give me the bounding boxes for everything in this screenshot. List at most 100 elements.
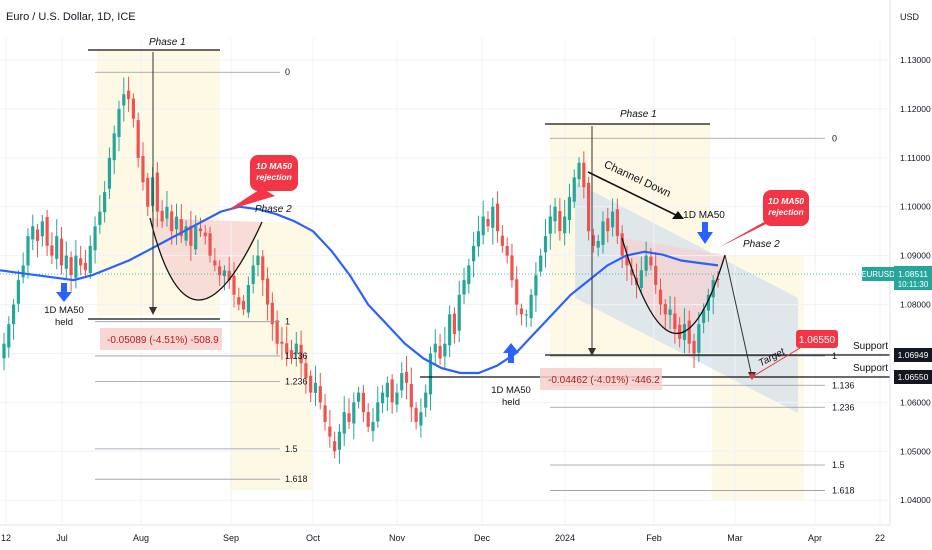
bowl-left <box>150 218 262 301</box>
candle-body <box>706 294 711 311</box>
candle-body <box>357 392 361 402</box>
candle-body <box>539 255 543 272</box>
candle-body <box>117 108 121 137</box>
candle-body <box>256 255 260 266</box>
candle-body <box>88 245 92 274</box>
candle-body <box>21 265 25 278</box>
phase2-label-right: Phase 2 <box>743 239 780 250</box>
symbol-title: Euro / U.S. Dollar, 1D, ICE <box>6 11 136 23</box>
candle-body <box>59 238 64 266</box>
fib-level-label: 0 <box>832 133 837 143</box>
candle-body <box>563 216 567 234</box>
candle-body <box>519 308 524 315</box>
candle-body <box>702 309 706 323</box>
fib-level-label: 1.136 <box>285 351 308 361</box>
candle-body <box>644 255 648 271</box>
candle-body <box>2 343 6 359</box>
candle-body <box>40 221 44 237</box>
candle-body <box>246 285 250 313</box>
candle-body <box>591 235 596 246</box>
candle-body <box>577 162 581 180</box>
candle-body <box>448 314 452 346</box>
price-tick-label: 1.10000 <box>900 202 931 212</box>
support2-badge-text: 1.06550 <box>898 372 929 382</box>
candle-body <box>270 302 274 325</box>
candle-body <box>265 278 270 305</box>
candle-body <box>79 258 83 266</box>
time-tick-label: Nov <box>389 533 406 543</box>
candle-body <box>472 245 476 262</box>
candle-body <box>194 226 198 250</box>
candle-body <box>390 379 394 403</box>
price-axis-panel <box>890 0 932 525</box>
fib-level-label: 1.5 <box>832 460 845 470</box>
time-tick-label: 2024 <box>555 533 575 543</box>
phase1-label-right: Phase 1 <box>620 109 657 120</box>
candle-body <box>184 226 188 241</box>
countdown-text: 10:11:30 <box>898 280 929 289</box>
candle-body <box>318 386 322 403</box>
candle-body <box>610 211 615 228</box>
time-tick-label: Aug <box>133 533 149 543</box>
candle-body <box>160 210 164 222</box>
candle-body <box>26 236 30 266</box>
candle-body <box>400 373 404 391</box>
candle-body <box>304 363 308 378</box>
candle-body <box>505 246 509 256</box>
candle-body <box>261 256 265 281</box>
candle-body <box>697 324 701 353</box>
ma50-label-right: 1D MA50 <box>683 210 725 221</box>
channel-down-arrowhead <box>672 211 684 219</box>
candle-body <box>409 383 413 408</box>
time-tick-label: Dec <box>474 533 491 543</box>
ma-held-right-line2: held <box>502 397 520 408</box>
ma-rejection-arrow-right <box>697 222 713 244</box>
support2-badge <box>894 370 932 384</box>
candle-body <box>553 206 557 222</box>
candle-body <box>649 256 653 266</box>
candle-body <box>668 309 672 316</box>
candle-body <box>131 98 135 119</box>
candle-body <box>352 402 356 424</box>
price-tick-label: 1.04000 <box>900 495 931 505</box>
time-tick-label: Feb <box>646 533 662 543</box>
candle-body <box>476 231 481 247</box>
ma-held-right-line1: 1D MA50 <box>491 385 531 396</box>
time-tick-label: 12 <box>1 533 11 543</box>
candle-body <box>481 216 485 236</box>
candle-body <box>452 313 457 334</box>
bowl-right-outline <box>621 237 726 335</box>
candle-body <box>567 196 572 221</box>
candles <box>2 76 720 464</box>
candle-body <box>323 405 327 422</box>
candle-body <box>639 270 643 288</box>
candle-body <box>342 412 346 434</box>
candle-body <box>371 421 375 432</box>
candle-body <box>141 156 145 183</box>
price-tick-label: 1.06000 <box>900 397 931 407</box>
callout-right-line2: rejection <box>768 207 803 217</box>
candle-body <box>486 218 490 227</box>
channel-down-arrow <box>587 171 683 219</box>
candle-body <box>385 382 389 398</box>
candle-body <box>333 441 337 452</box>
candle-body <box>227 270 231 281</box>
phase2-label-left: Phase 2 <box>255 204 292 215</box>
candle-body <box>294 343 298 354</box>
candle-body <box>543 236 548 253</box>
candle-body <box>309 375 313 393</box>
candle-body <box>69 257 73 276</box>
callout-left-line2: rejection <box>256 172 291 182</box>
candle-body <box>601 221 605 245</box>
target-badge <box>796 330 838 348</box>
candle-body <box>654 265 658 286</box>
candle-body <box>524 314 528 316</box>
candle-body <box>433 343 437 353</box>
candle-body <box>376 402 380 422</box>
candle-body <box>673 313 677 330</box>
symbol-badge-text: EURUSD <box>861 270 895 279</box>
candle-body <box>534 275 538 296</box>
last-price-text: 1.08511 <box>898 269 928 279</box>
candle-body <box>107 157 112 189</box>
